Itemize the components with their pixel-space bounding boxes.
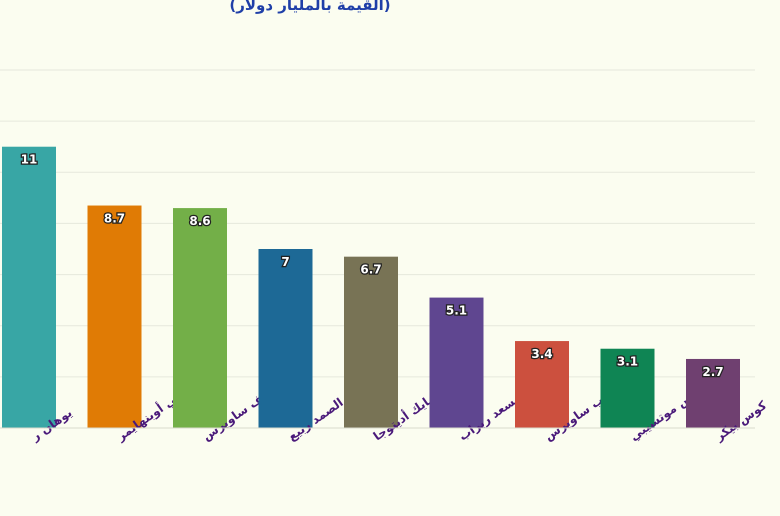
bar <box>429 297 484 428</box>
bar-value-label: 8.6 <box>189 214 210 228</box>
bar-value-label: 3.4 <box>531 347 552 361</box>
bar-value-label: 5.1 <box>446 304 467 318</box>
bar <box>173 208 227 428</box>
bar-value-label: 11 <box>21 153 38 167</box>
bar <box>2 146 56 428</box>
bar <box>344 256 398 428</box>
bar-value-label: 2.7 <box>702 365 723 379</box>
bar-value-label: 7 <box>281 255 289 269</box>
bar <box>515 341 569 428</box>
bar-value-label: 8.7 <box>104 212 125 226</box>
bar <box>600 348 655 428</box>
bar <box>686 358 740 428</box>
bar <box>87 205 142 428</box>
bar <box>258 249 313 428</box>
bar-value-label: 3.1 <box>617 355 638 369</box>
bar-value-label: 6.7 <box>360 263 381 277</box>
chart-subtitle: (القيمة بالمليار دولار) <box>229 0 391 14</box>
